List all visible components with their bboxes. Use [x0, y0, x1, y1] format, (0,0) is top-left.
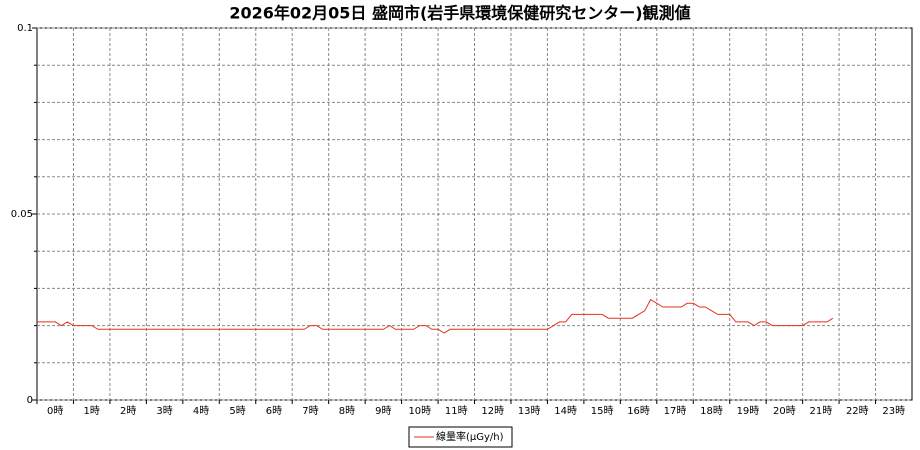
x-tick-label: 19時: [737, 405, 760, 417]
x-tick-label: 12時: [481, 405, 504, 417]
x-tick-label: 0時: [47, 405, 63, 417]
y-tick-label: 0: [27, 395, 33, 406]
x-tick-label: 9時: [375, 405, 391, 417]
x-tick-label: 10時: [408, 405, 431, 417]
x-tick-label: 7時: [302, 405, 318, 417]
x-tick-label: 16時: [627, 405, 650, 417]
x-tick-label: 18時: [700, 405, 723, 417]
legend-label: 線量率(μGy/h): [436, 430, 504, 443]
x-tick-label: 21時: [809, 405, 832, 417]
x-tick-label: 4時: [193, 405, 209, 417]
x-tick-label: 1時: [84, 405, 100, 417]
x-tick-label: 5時: [229, 405, 245, 417]
legend: [408, 426, 513, 448]
x-tick-label: 6時: [266, 405, 282, 417]
x-tick-label: 17時: [664, 405, 687, 417]
x-tick-label: 20時: [773, 405, 796, 417]
x-tick-label: 15時: [591, 405, 614, 417]
x-tick-label: 2時: [120, 405, 136, 417]
x-tick-label: 23時: [882, 405, 905, 417]
data-line: [37, 298, 834, 334]
y-tick-label: 0.05: [11, 209, 33, 220]
x-tick-label: 11時: [445, 405, 468, 417]
x-tick-label: 8時: [339, 405, 355, 417]
x-tick-label: 13時: [518, 405, 541, 417]
x-tick-label: 22時: [846, 405, 869, 417]
chart-title: 2026年02月05日 盛岡市(岩手県環境保健研究センター)観測値: [229, 4, 690, 23]
x-tick-label: 14時: [554, 405, 577, 417]
y-tick-label: 0.1: [17, 23, 33, 34]
x-tick-label: 3時: [156, 405, 172, 417]
